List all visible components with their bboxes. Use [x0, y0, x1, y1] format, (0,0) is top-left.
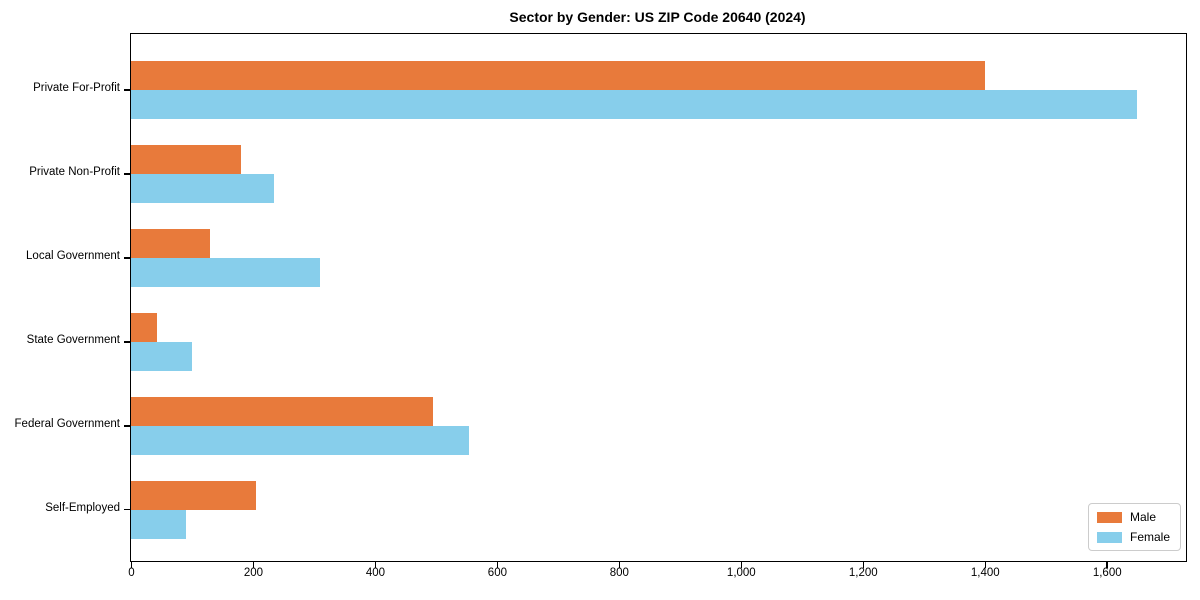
x-tick-mark — [130, 561, 133, 568]
x-tick-label: 200 — [243, 567, 264, 579]
x-tick-label: 1,600 — [1092, 567, 1122, 579]
bar-male-self-employed — [131, 480, 256, 510]
x-tick-label: 1,200 — [848, 567, 878, 579]
x-tick-mark — [862, 561, 865, 568]
legend-item-female: Female — [1096, 530, 1170, 544]
y-axis-label: Private Non-Profit — [29, 165, 120, 178]
bar-female-local-government — [131, 257, 321, 287]
legend: Male Female — [1087, 503, 1181, 551]
y-axis-label: Private For-Profit — [33, 82, 120, 94]
x-tick-label: 800 — [609, 567, 629, 579]
bar-male-state-government — [131, 312, 157, 342]
y-tick-mark — [123, 508, 130, 511]
bar-female-self-employed — [131, 509, 186, 539]
x-tick-mark — [252, 561, 255, 568]
chart-title: Sector by Gender: US ZIP Code 20640 (202… — [509, 9, 806, 25]
bar-female-private-for-profit — [131, 90, 1138, 119]
x-tick-label: 1,000 — [726, 567, 756, 579]
x-tick-mark — [374, 561, 377, 568]
y-axis-label: Local Government — [26, 249, 120, 262]
x-tick-label: 400 — [365, 567, 386, 579]
y-axis-label: Federal Government — [14, 417, 120, 430]
y-axis-label: Self-Employed — [45, 501, 120, 514]
y-tick-mark — [123, 89, 130, 91]
y-tick-mark — [123, 257, 130, 259]
legend-label: Female — [1129, 530, 1170, 544]
bar-male-local-government — [131, 228, 211, 258]
plot-area: Male Female — [123, 33, 1187, 562]
bar-female-private-non-profit — [131, 173, 275, 203]
x-tick-label: 1,400 — [970, 567, 1000, 579]
y-tick-mark — [123, 173, 130, 175]
legend-swatch-male — [1096, 511, 1122, 523]
legend-swatch-female — [1096, 531, 1122, 543]
x-tick-mark — [618, 561, 621, 568]
x-tick-mark — [496, 561, 499, 568]
legend-label: Male — [1129, 510, 1156, 524]
y-tick-mark — [123, 425, 130, 427]
y-tick-mark — [123, 341, 130, 343]
bar-male-federal-government — [131, 396, 433, 426]
x-tick-mark — [1106, 561, 1108, 568]
bar-male-private-non-profit — [131, 144, 241, 174]
legend-item-male: Male — [1096, 510, 1170, 524]
x-tick-mark — [740, 561, 743, 568]
x-tick-mark — [984, 561, 986, 568]
bar-female-federal-government — [131, 425, 470, 455]
y-axis-label: State Government — [26, 333, 120, 346]
x-tick-label: 600 — [487, 567, 507, 579]
bar-male-private-for-profit — [131, 61, 985, 90]
bar-female-state-government — [131, 341, 192, 371]
x-tick-label: 0 — [128, 567, 135, 579]
